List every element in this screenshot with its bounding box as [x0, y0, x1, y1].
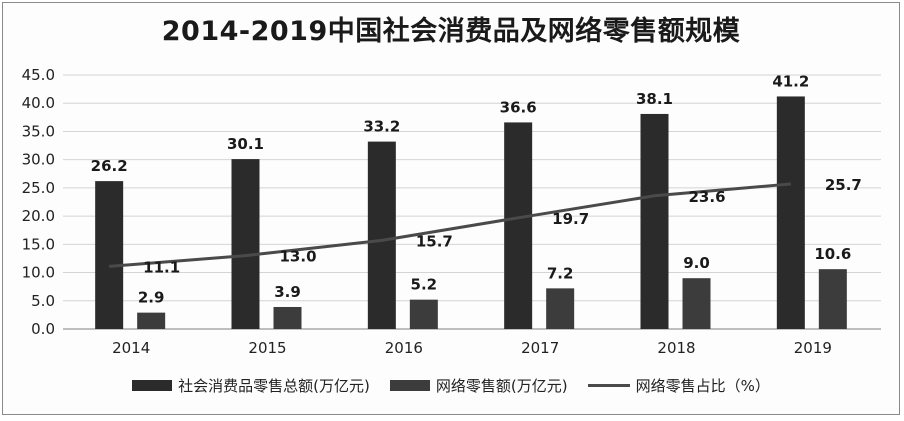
x-tick-label: 2017 [521, 339, 559, 357]
y-tick-label: 0.0 [31, 320, 55, 338]
bar-online-retail [409, 299, 438, 329]
bar-total-retail [776, 96, 805, 330]
y-tick-label: 45.0 [22, 66, 55, 84]
x-tick-label: 2019 [794, 339, 832, 357]
x-tick-label: 2016 [385, 339, 423, 357]
legend-item-total-retail: 社会消费品零售总额(万亿元) [132, 375, 370, 396]
bar-online-retail [818, 269, 847, 329]
data-label-online-share: 15.7 [416, 232, 453, 250]
x-tick-label: 2018 [657, 339, 695, 357]
data-label-online-retail: 3.9 [274, 283, 301, 301]
y-tick-label: 20.0 [22, 207, 55, 225]
data-label-online-share: 11.1 [143, 258, 180, 276]
y-tick-label: 5.0 [31, 292, 55, 310]
data-label-total-retail: 26.2 [91, 157, 128, 175]
data-label-total-retail: 30.1 [227, 135, 264, 153]
bar-total-retail [367, 141, 396, 329]
y-tick-label: 35.0 [22, 122, 55, 140]
bar-online-retail [137, 312, 166, 329]
legend-label-total-retail: 社会消费品零售总额(万亿元) [178, 377, 370, 395]
legend-label-online-retail: 网络零售额(万亿元) [435, 377, 568, 395]
data-label-total-retail: 36.6 [500, 98, 537, 116]
data-label-total-retail: 41.2 [772, 72, 809, 90]
legend-label-online-share: 网络零售占比（%） [635, 377, 770, 395]
legend-item-online-retail: 网络零售额(万亿元) [389, 375, 568, 396]
bar-total-retail [95, 181, 124, 329]
chart-frame: 2014-2019中国社会消费品及网络零售额规模 0.0 5.0 10.0 15.0 2… [2, 2, 900, 415]
data-label-online-retail: 10.6 [814, 245, 851, 263]
data-label-online-share: 25.7 [825, 176, 862, 194]
data-label-total-retail: 38.1 [636, 90, 673, 108]
data-label-online-share: 19.7 [552, 210, 589, 228]
x-tick-label: 2014 [112, 339, 150, 357]
bar-online-retail [546, 288, 575, 329]
bar-online-retail [682, 278, 711, 329]
y-tick-label: 40.0 [22, 94, 55, 112]
legend-line-online-share [587, 384, 630, 387]
legend-swatch-total-retail [132, 380, 173, 391]
y-tick-label: 30.0 [22, 151, 55, 169]
y-tick-label: 15.0 [22, 235, 55, 253]
bar-total-retail [231, 159, 260, 329]
line-online-share [109, 182, 791, 268]
x-tick-label: 2015 [248, 339, 286, 357]
y-tick-label: 25.0 [22, 179, 55, 197]
data-label-online-retail: 7.2 [547, 264, 574, 282]
bar-total-retail [504, 122, 533, 329]
data-label-online-retail: 9.0 [683, 254, 710, 272]
y-tick-label: 10.0 [22, 264, 55, 282]
data-label-online-share: 13.0 [280, 248, 317, 266]
bar-total-retail [640, 113, 669, 330]
data-label-online-retail: 5.2 [411, 276, 438, 294]
legend-swatch-online-retail [389, 380, 430, 391]
data-label-online-retail: 2.9 [138, 289, 165, 307]
data-label-online-share: 23.6 [689, 188, 726, 206]
chart-title: 2014-2019中国社会消费品及网络零售额规模 [161, 16, 741, 47]
chart-legend: 社会消费品零售总额(万亿元) 网络零售额(万亿元) 网络零售占比（%） [3, 375, 899, 396]
bar-online-retail [273, 306, 302, 329]
data-label-total-retail: 33.2 [363, 118, 400, 136]
chart-canvas: 0.0 5.0 10.0 15.0 20.0 25.0 30.0 35.0 40.0 45.0 26… [22, 66, 881, 357]
legend-item-online-share: 网络零售占比（%） [587, 375, 770, 396]
